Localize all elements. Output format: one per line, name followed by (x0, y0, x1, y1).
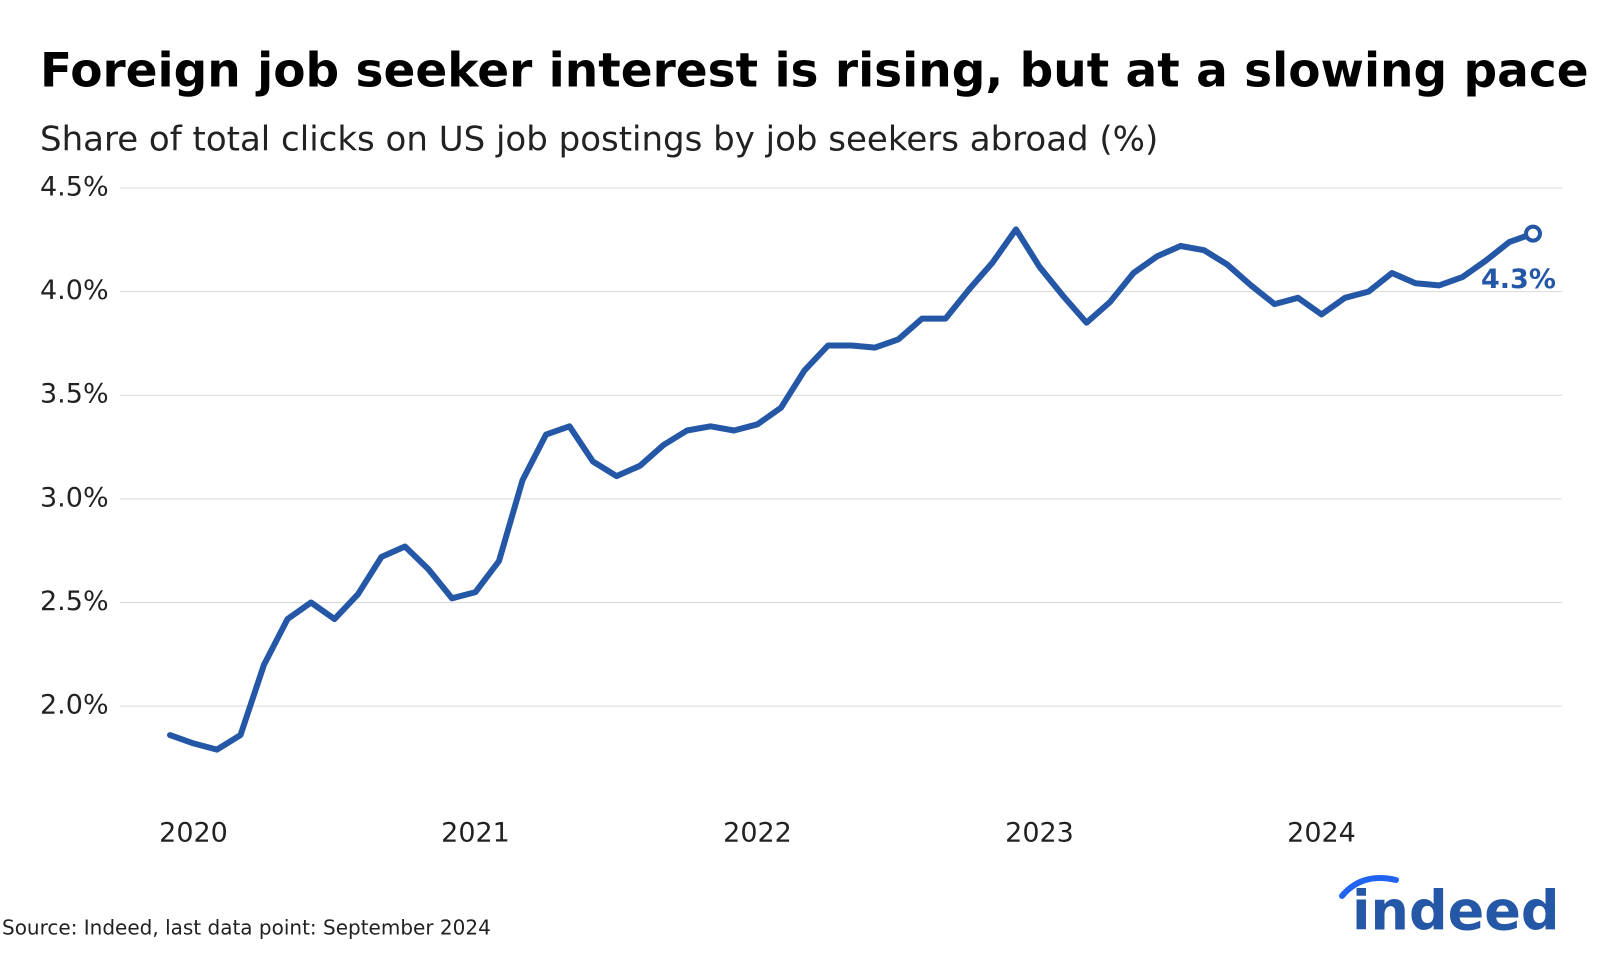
y-tick-label: 2.0% (40, 690, 109, 721)
chart-subtitle: Share of total clicks on US job postings… (40, 120, 1158, 160)
data-line (167, 226, 1536, 753)
x-tick-label: 2021 (441, 818, 510, 849)
y-tick-label: 4.0% (40, 275, 109, 306)
chart-title: Foreign job seeker interest is rising, b… (40, 44, 1589, 99)
x-tick-label: 2022 (723, 818, 792, 849)
x-tick-label: 2024 (1287, 818, 1356, 849)
x-tick-label: 2020 (159, 818, 228, 849)
data-label: 4.3% (1481, 264, 1556, 295)
y-tick-label: 3.0% (40, 482, 109, 513)
y-tick-label: 3.5% (40, 379, 109, 410)
y-tick-label: 2.5% (40, 586, 109, 617)
logo-arc (1339, 875, 1399, 899)
end-point (1524, 224, 1542, 243)
x-tick-label: 2023 (1005, 818, 1074, 849)
y-tick-label: 4.5% (40, 172, 109, 203)
logo: indeed (1339, 875, 1560, 943)
source-note: Source: Indeed, last data point: Septemb… (2, 916, 491, 940)
logo-text: indeed (1352, 880, 1560, 943)
